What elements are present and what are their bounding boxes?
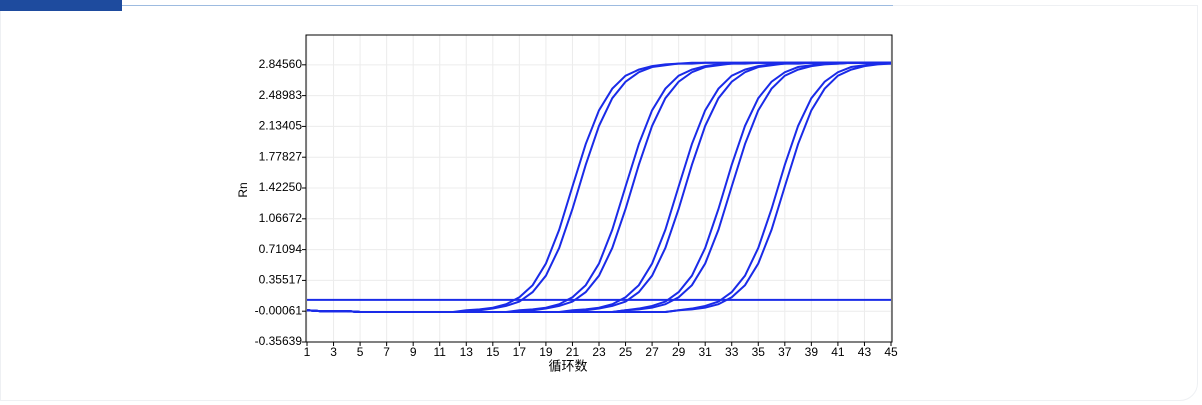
- y-tick-label: 2.84560: [259, 57, 303, 71]
- x-tick-label: 21: [566, 345, 580, 359]
- y-tick-label: -0.35639: [255, 334, 303, 348]
- x-tick-label: 5: [357, 345, 364, 359]
- x-tick-label: 31: [699, 345, 713, 359]
- x-axis-label: 循环数: [548, 358, 587, 373]
- x-tick-label: 33: [725, 345, 739, 359]
- x-tick-label: 37: [778, 345, 792, 359]
- x-tick-label: 7: [383, 345, 390, 359]
- y-tick-label: 1.77827: [259, 149, 303, 163]
- y-tick-label: 0.35517: [259, 273, 303, 287]
- x-tick-label: 15: [486, 345, 500, 359]
- x-tick-label: 9: [410, 345, 417, 359]
- lines: [306, 61, 892, 314]
- x-tick-label: 29: [672, 345, 686, 359]
- y-tick-label: 1.42250: [259, 180, 303, 194]
- x-tick-label: 3: [330, 345, 337, 359]
- y-tick-label: 1.06672: [259, 211, 303, 225]
- x-tick-label: 1: [304, 345, 311, 359]
- labels: -0.35639 -0.00061 0.35517 0.71094 1.06672 1.4…: [255, 57, 898, 359]
- x-tick-label: 39: [805, 345, 819, 359]
- y-tick-label: 0.71094: [259, 242, 303, 256]
- x-tick-label: 41: [831, 345, 845, 359]
- x-tick-label: 23: [592, 345, 606, 359]
- x-tick-label: 25: [619, 345, 633, 359]
- x-tick-label: 17: [513, 345, 527, 359]
- y-tick-label: 2.48983: [259, 88, 303, 102]
- x-tick-label: 43: [858, 345, 872, 359]
- x-tick-label: 13: [460, 345, 474, 359]
- x-tick-label: 11: [433, 345, 446, 359]
- x-tick-label: 45: [884, 345, 898, 359]
- y-tick-label: -0.00061: [255, 303, 303, 317]
- y-tick-label: 2.13405: [259, 119, 303, 133]
- x-tick-label: 27: [645, 345, 659, 359]
- amplification-curve: [306, 62, 892, 314]
- y-axis-label: Rn: [236, 182, 250, 197]
- header-line: [122, 5, 893, 6]
- header-bar: [0, 0, 122, 11]
- x-tick-label: 35: [752, 345, 766, 359]
- x-tick-label: 19: [539, 345, 553, 359]
